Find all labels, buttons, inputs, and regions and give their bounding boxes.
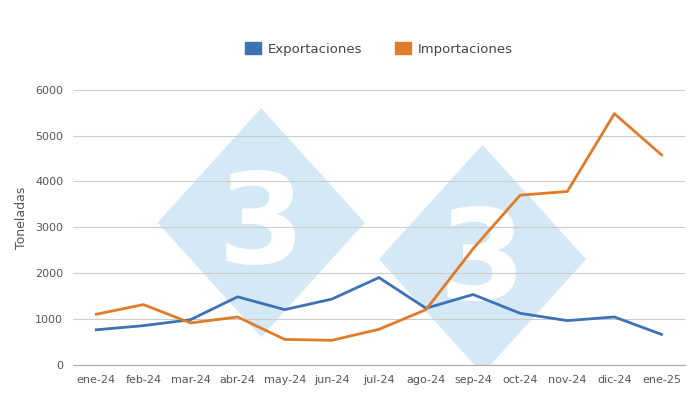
Importaciones <box>374 327 383 332</box>
Exportaciones <box>281 307 289 312</box>
Importaciones <box>469 246 477 251</box>
Legend: Exportaciones, Importaciones: Exportaciones, Importaciones <box>240 37 518 61</box>
Importaciones <box>186 320 195 325</box>
Importaciones <box>233 314 242 319</box>
Text: 3: 3 <box>218 168 304 289</box>
Importaciones <box>422 307 430 312</box>
Exportaciones <box>328 297 336 302</box>
Polygon shape <box>158 108 365 337</box>
Importaciones <box>516 193 524 198</box>
Exportaciones <box>374 275 383 280</box>
Importaciones <box>281 337 289 342</box>
Exportaciones <box>516 311 524 316</box>
Importaciones <box>139 302 148 307</box>
Exportaciones <box>563 318 571 323</box>
Exportaciones <box>657 332 666 337</box>
Exportaciones <box>92 327 101 332</box>
Text: 3: 3 <box>439 204 526 326</box>
Exportaciones <box>233 294 242 299</box>
Importaciones <box>657 152 666 157</box>
Importaciones <box>563 189 571 194</box>
Importaciones <box>92 312 101 317</box>
Exportaciones <box>139 323 148 328</box>
Polygon shape <box>379 145 586 374</box>
Importaciones <box>610 111 619 116</box>
Line: Importaciones: Importaciones <box>97 114 662 340</box>
Importaciones <box>328 338 336 343</box>
Exportaciones <box>422 306 430 311</box>
Exportaciones <box>469 292 477 297</box>
Line: Exportaciones: Exportaciones <box>97 278 662 334</box>
Exportaciones <box>186 317 195 322</box>
Y-axis label: Toneladas: Toneladas <box>15 187 28 249</box>
Exportaciones <box>610 314 619 319</box>
